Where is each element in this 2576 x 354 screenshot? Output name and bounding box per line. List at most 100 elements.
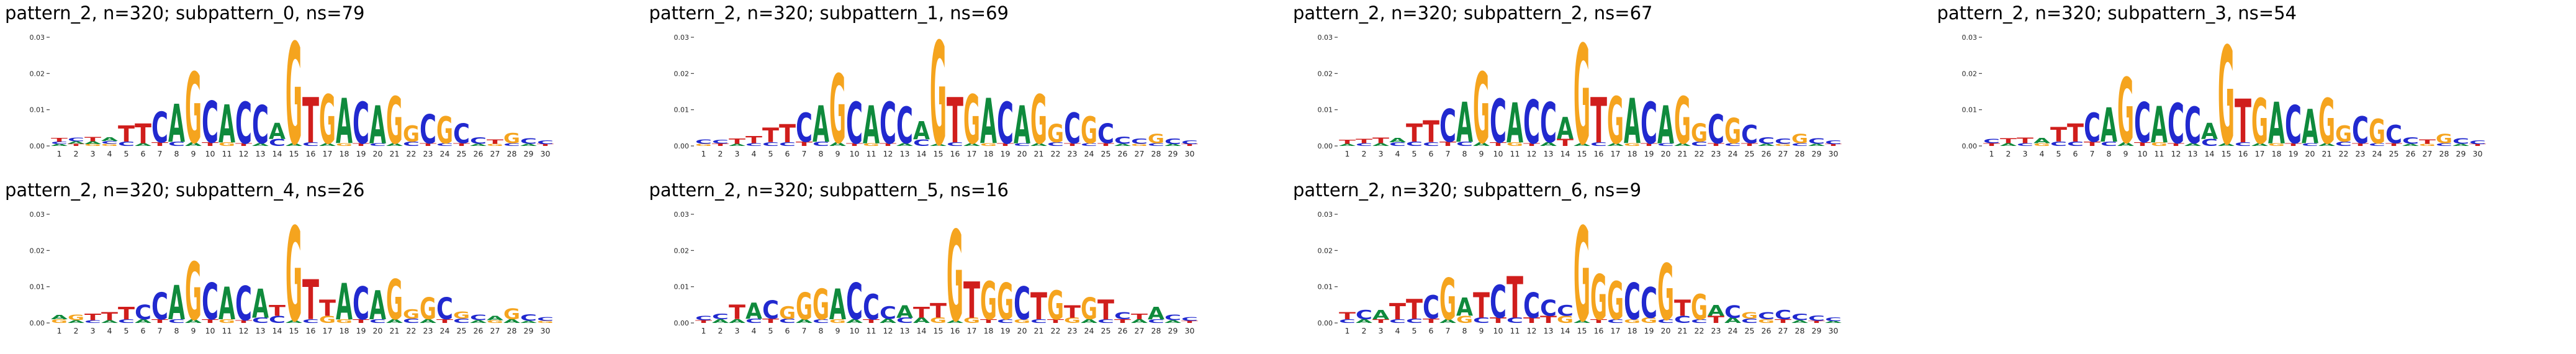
svg-text:A: A bbox=[2402, 143, 2419, 147]
svg-text:C: C bbox=[1356, 308, 1372, 322]
svg-text:A: A bbox=[1557, 111, 1574, 146]
svg-text:C: C bbox=[1657, 142, 1674, 147]
svg-text:G: G bbox=[1131, 143, 1148, 147]
svg-text:25: 25 bbox=[1745, 326, 1755, 335]
svg-text:C: C bbox=[252, 316, 269, 325]
svg-text:A: A bbox=[1114, 143, 1131, 147]
svg-text:26: 26 bbox=[474, 149, 484, 158]
svg-text:30: 30 bbox=[2472, 149, 2482, 158]
svg-text:T: T bbox=[2352, 142, 2369, 147]
svg-text:27: 27 bbox=[490, 326, 500, 335]
svg-text:C: C bbox=[1131, 137, 1148, 145]
svg-text:0.00: 0.00 bbox=[1318, 142, 1333, 150]
svg-text:A: A bbox=[336, 274, 353, 332]
svg-text:A: A bbox=[896, 302, 913, 322]
svg-text:C: C bbox=[2017, 142, 2033, 147]
svg-text:C: C bbox=[1741, 317, 1758, 324]
svg-text:C: C bbox=[1691, 319, 1708, 324]
svg-text:G: G bbox=[537, 320, 554, 324]
svg-text:C: C bbox=[1164, 137, 1181, 146]
svg-text:G: G bbox=[336, 319, 353, 324]
svg-text:T: T bbox=[762, 124, 779, 147]
svg-text:13: 13 bbox=[256, 149, 266, 158]
subplot-0: pattern_2, n=320; subpattern_0, ns=79 0.… bbox=[0, 0, 644, 177]
svg-text:C: C bbox=[537, 316, 554, 322]
svg-text:A: A bbox=[1758, 143, 1775, 147]
svg-text:T: T bbox=[1339, 310, 1356, 322]
svg-text:16: 16 bbox=[306, 326, 316, 335]
svg-text:0.00: 0.00 bbox=[673, 142, 689, 150]
svg-text:16: 16 bbox=[1594, 326, 1604, 335]
svg-text:11: 11 bbox=[866, 326, 876, 335]
svg-text:21: 21 bbox=[2322, 149, 2331, 158]
svg-text:G: G bbox=[185, 53, 202, 166]
svg-text:C: C bbox=[151, 104, 168, 153]
svg-text:14: 14 bbox=[272, 149, 282, 158]
svg-text:G: G bbox=[997, 274, 1014, 332]
svg-text:20: 20 bbox=[373, 326, 383, 335]
svg-text:6: 6 bbox=[1429, 149, 1434, 158]
svg-text:C: C bbox=[84, 319, 101, 324]
svg-text:T: T bbox=[2134, 142, 2151, 147]
svg-text:C: C bbox=[2134, 92, 2151, 155]
svg-text:A: A bbox=[168, 93, 185, 154]
svg-text:3: 3 bbox=[734, 149, 739, 158]
svg-text:C: C bbox=[813, 319, 829, 324]
subplot-2: pattern_2, n=320; subpattern_2, ns=67 0.… bbox=[1288, 0, 1932, 177]
svg-text:A: A bbox=[745, 298, 762, 324]
svg-text:A: A bbox=[252, 142, 269, 147]
svg-text:T: T bbox=[101, 310, 118, 323]
svg-text:G: G bbox=[963, 316, 980, 325]
svg-text:27: 27 bbox=[2422, 149, 2432, 158]
svg-text:C: C bbox=[1030, 319, 1047, 324]
svg-text:T: T bbox=[353, 142, 369, 147]
svg-text:C: C bbox=[453, 118, 470, 150]
svg-text:A: A bbox=[2251, 142, 2268, 147]
svg-text:A: A bbox=[1148, 303, 1164, 324]
svg-text:A: A bbox=[1506, 92, 1523, 155]
svg-text:A: A bbox=[846, 319, 863, 324]
svg-text:G: G bbox=[2218, 31, 2235, 175]
svg-text:T: T bbox=[1372, 136, 1389, 145]
svg-text:T: T bbox=[1590, 319, 1607, 324]
svg-text:14: 14 bbox=[916, 326, 926, 335]
svg-text:T: T bbox=[796, 140, 813, 147]
svg-text:19: 19 bbox=[356, 149, 366, 158]
svg-text:C: C bbox=[880, 90, 896, 157]
svg-text:C: C bbox=[1097, 319, 1114, 324]
svg-text:22: 22 bbox=[407, 326, 417, 335]
svg-text:A: A bbox=[2218, 142, 2235, 147]
svg-text:G: G bbox=[1724, 111, 1741, 151]
svg-text:19: 19 bbox=[1000, 326, 1010, 335]
svg-text:T: T bbox=[1423, 115, 1439, 150]
svg-text:C: C bbox=[1064, 104, 1081, 153]
svg-text:21: 21 bbox=[390, 326, 400, 335]
svg-text:0.03: 0.03 bbox=[673, 211, 689, 219]
svg-text:T: T bbox=[118, 121, 135, 147]
svg-text:24: 24 bbox=[1084, 149, 1094, 158]
svg-text:16: 16 bbox=[950, 149, 960, 158]
svg-text:10: 10 bbox=[1493, 149, 1503, 158]
svg-text:19: 19 bbox=[1644, 326, 1654, 335]
svg-text:T: T bbox=[118, 303, 135, 324]
svg-text:A: A bbox=[487, 314, 503, 321]
svg-text:0.02: 0.02 bbox=[1318, 247, 1333, 255]
svg-text:A: A bbox=[252, 281, 269, 327]
svg-text:T: T bbox=[1983, 142, 2000, 147]
svg-text:15: 15 bbox=[289, 326, 299, 335]
svg-text:19: 19 bbox=[1644, 149, 1654, 158]
svg-text:A: A bbox=[51, 143, 68, 147]
svg-text:T: T bbox=[1490, 316, 1506, 325]
svg-text:C: C bbox=[2335, 140, 2352, 147]
svg-text:4: 4 bbox=[751, 326, 756, 335]
svg-text:A: A bbox=[520, 320, 537, 324]
svg-text:C: C bbox=[1641, 279, 1657, 328]
svg-text:9: 9 bbox=[191, 149, 196, 158]
svg-text:G: G bbox=[2251, 86, 2268, 158]
svg-text:G: G bbox=[813, 281, 829, 330]
svg-text:17: 17 bbox=[1611, 326, 1621, 335]
svg-text:A: A bbox=[980, 86, 997, 158]
svg-text:G: G bbox=[1030, 81, 1047, 159]
svg-text:C: C bbox=[1406, 317, 1423, 324]
svg-text:C: C bbox=[1114, 310, 1131, 322]
